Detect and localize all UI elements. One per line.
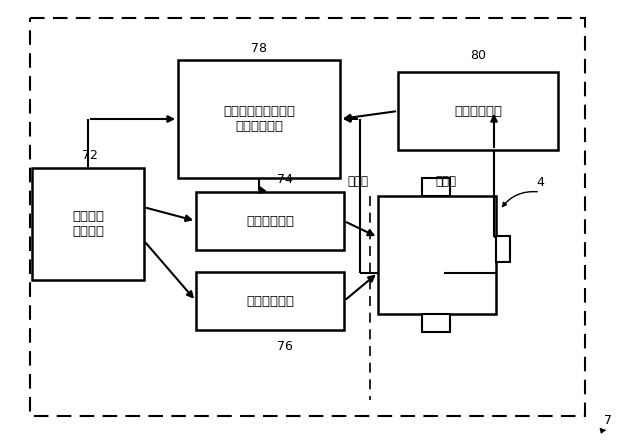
Text: 80: 80 <box>470 49 486 62</box>
Text: 電流計測回路: 電流計測回路 <box>454 104 502 117</box>
Text: 72: 72 <box>82 149 98 162</box>
Text: 76: 76 <box>277 340 293 353</box>
Text: 駆動信号
生成回路: 駆動信号 生成回路 <box>72 210 104 238</box>
Text: 78: 78 <box>251 42 267 55</box>
Bar <box>178 60 340 178</box>
Bar <box>378 196 496 314</box>
Text: 伸縮駆動回路: 伸縮駆動回路 <box>246 215 294 228</box>
Text: 屈曲用: 屈曲用 <box>348 175 369 188</box>
Bar <box>496 236 510 262</box>
Text: 屈曲駆動回路: 屈曲駆動回路 <box>246 294 294 307</box>
Text: 74: 74 <box>277 173 293 186</box>
Bar <box>422 314 450 332</box>
Bar <box>398 72 558 150</box>
Bar <box>196 192 344 250</box>
Text: 伸縮用: 伸縮用 <box>435 175 456 188</box>
Text: 4: 4 <box>536 176 544 189</box>
Bar <box>30 18 585 416</box>
Text: 周波数差特定＆伸縮
電圧決定回路: 周波数差特定＆伸縮 電圧決定回路 <box>223 105 295 133</box>
Bar <box>32 168 144 280</box>
Text: 7: 7 <box>604 414 612 426</box>
Bar <box>196 272 344 330</box>
Bar <box>422 178 450 196</box>
